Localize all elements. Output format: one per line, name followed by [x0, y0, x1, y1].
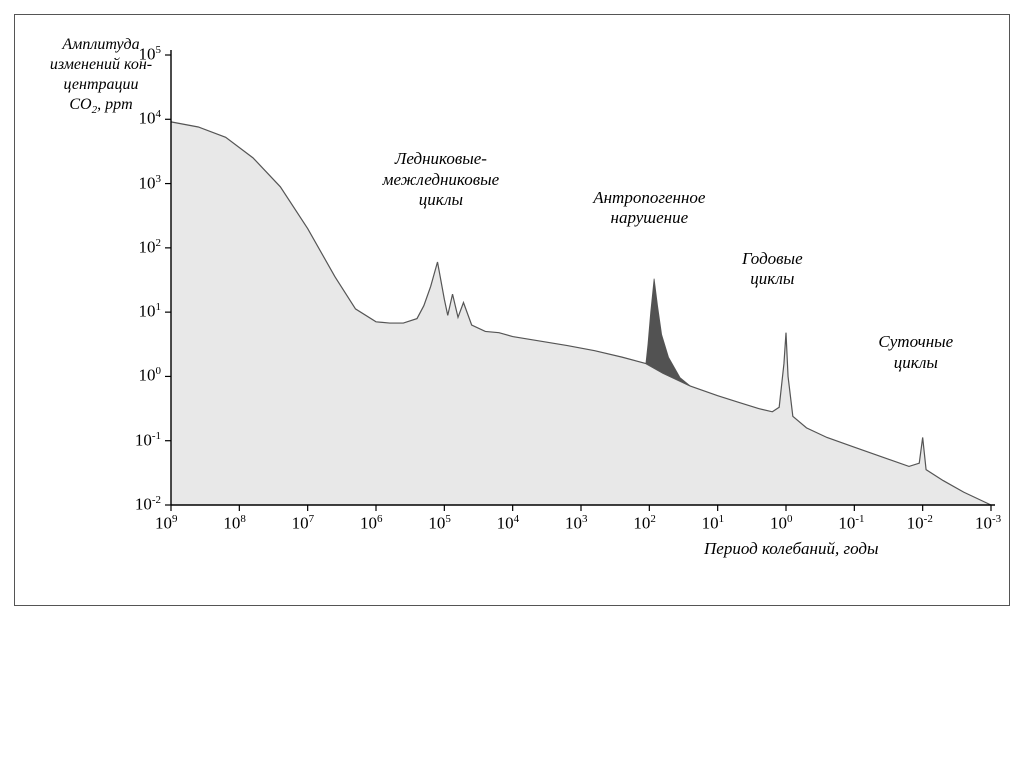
x-tick-label: 10-1	[838, 513, 864, 534]
x-tick-label: 10-3	[975, 513, 1001, 534]
annotation-glacial: Ледниковые- межледниковые циклы	[371, 149, 511, 210]
x-tick-label: 107	[292, 513, 315, 534]
x-tick-label: 105	[428, 513, 451, 534]
annotation-anthro: Антропогенное нарушение	[579, 188, 719, 229]
y-tick-label: 10-2	[135, 494, 161, 515]
x-tick-label: 102	[633, 513, 656, 534]
x-tick-label: 106	[360, 513, 383, 534]
x-tick-label: 101	[702, 513, 725, 534]
plot-area: Амплитуда изменений кон- центрации CO2, …	[15, 15, 1009, 605]
x-tick-label: 109	[155, 513, 178, 534]
y-tick-label: 102	[139, 237, 162, 258]
y-tick-label: 10-1	[135, 430, 161, 451]
y-tick-label: 104	[139, 108, 162, 129]
annotation-diurnal: Суточные циклы	[846, 332, 986, 373]
x-tick-label: 104	[497, 513, 520, 534]
chart-frame: Амплитуда изменений кон- центрации CO2, …	[14, 14, 1010, 606]
y-tick-label: 100	[139, 365, 162, 386]
y-tick-label: 101	[139, 301, 162, 322]
annotation-annual: Годовые циклы	[702, 249, 842, 290]
x-axis-title: Период колебаний, годы	[704, 539, 879, 559]
x-tick-label: 103	[565, 513, 588, 534]
x-tick-label: 10-2	[907, 513, 933, 534]
y-tick-label: 105	[139, 44, 162, 65]
y-tick-label: 103	[139, 173, 162, 194]
x-tick-label: 108	[223, 513, 246, 534]
x-tick-label: 100	[770, 513, 793, 534]
